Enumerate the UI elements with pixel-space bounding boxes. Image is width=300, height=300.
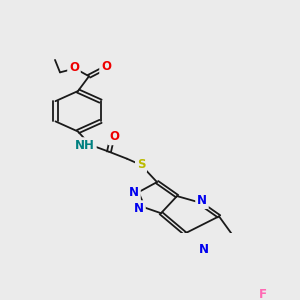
Text: N: N xyxy=(129,187,139,200)
Text: F: F xyxy=(259,288,267,300)
Text: O: O xyxy=(109,130,119,143)
Text: N: N xyxy=(199,242,209,256)
Text: S: S xyxy=(137,158,145,172)
Text: O: O xyxy=(69,61,79,74)
Text: N: N xyxy=(197,194,207,207)
Text: NH: NH xyxy=(75,139,95,152)
Text: O: O xyxy=(101,60,111,74)
Text: N: N xyxy=(134,202,144,215)
